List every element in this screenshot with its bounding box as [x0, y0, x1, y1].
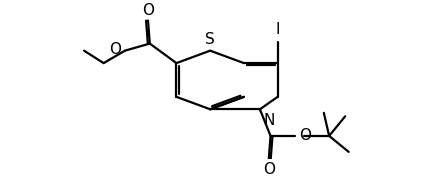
Text: O: O	[299, 127, 311, 142]
Text: S: S	[205, 32, 215, 47]
Text: O: O	[263, 162, 275, 177]
Text: O: O	[110, 42, 121, 57]
Text: N: N	[264, 113, 275, 128]
Text: I: I	[275, 22, 280, 37]
Text: O: O	[142, 3, 154, 18]
